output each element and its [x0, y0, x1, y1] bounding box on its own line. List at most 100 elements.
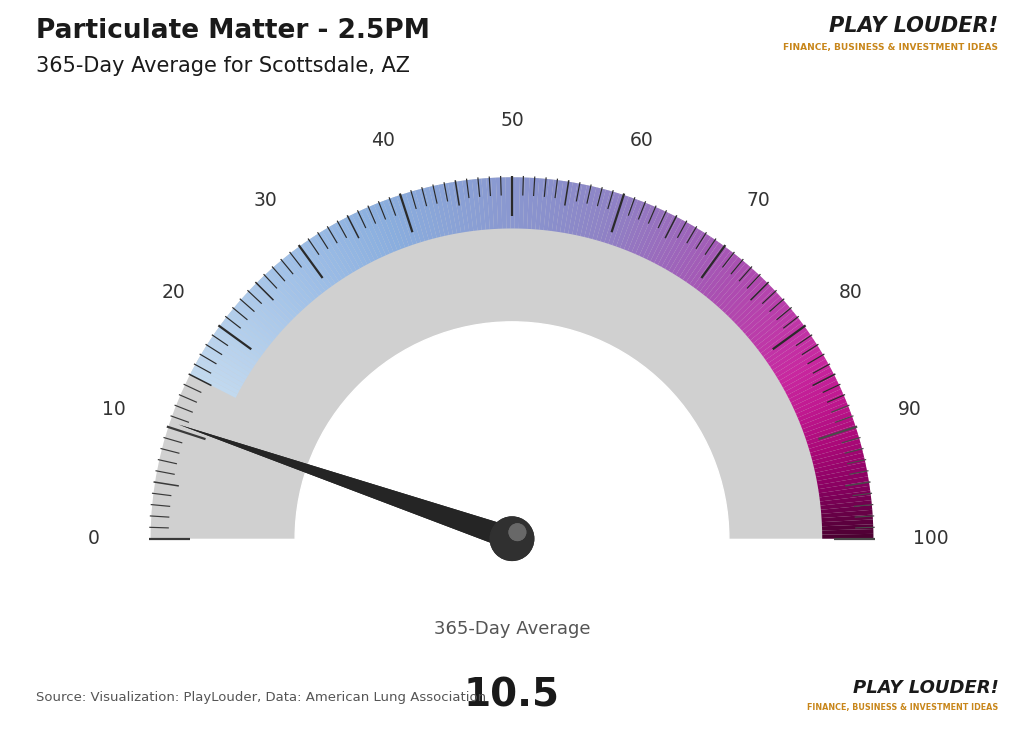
Wedge shape — [280, 259, 315, 301]
Wedge shape — [808, 429, 858, 449]
Wedge shape — [447, 182, 461, 233]
Wedge shape — [401, 193, 421, 243]
Wedge shape — [295, 322, 729, 539]
Wedge shape — [226, 314, 269, 349]
Wedge shape — [777, 351, 823, 381]
Wedge shape — [352, 212, 379, 260]
Wedge shape — [291, 250, 326, 294]
Wedge shape — [217, 326, 261, 359]
Wedge shape — [306, 239, 339, 283]
Wedge shape — [275, 262, 312, 304]
Circle shape — [509, 524, 525, 540]
Wedge shape — [816, 467, 867, 481]
Wedge shape — [783, 363, 830, 391]
Wedge shape — [768, 334, 813, 367]
Wedge shape — [662, 222, 690, 269]
Wedge shape — [443, 183, 457, 234]
Wedge shape — [255, 281, 294, 321]
Wedge shape — [251, 285, 291, 324]
Text: PLAY LOUDER!: PLAY LOUDER! — [829, 16, 998, 36]
Circle shape — [509, 524, 525, 540]
Text: 30: 30 — [254, 190, 278, 209]
Wedge shape — [722, 272, 760, 313]
Wedge shape — [812, 448, 863, 465]
Wedge shape — [787, 371, 835, 399]
Wedge shape — [804, 416, 853, 437]
Wedge shape — [356, 210, 382, 259]
Wedge shape — [734, 286, 774, 325]
Wedge shape — [686, 240, 719, 284]
Text: 0: 0 — [87, 529, 99, 548]
Wedge shape — [548, 180, 558, 231]
Wedge shape — [268, 269, 306, 309]
Text: 50: 50 — [500, 110, 524, 130]
Wedge shape — [753, 312, 796, 346]
Wedge shape — [411, 191, 429, 241]
Wedge shape — [261, 275, 300, 315]
Wedge shape — [343, 217, 371, 264]
Wedge shape — [756, 315, 799, 350]
Wedge shape — [527, 178, 535, 229]
Text: 365-Day Average: 365-Day Average — [434, 620, 590, 638]
Text: PLAY LOUDER!: PLAY LOUDER! — [853, 679, 998, 697]
Wedge shape — [223, 317, 266, 352]
Wedge shape — [481, 178, 489, 229]
Text: FINANCE, BUSINESS & INVESTMENT IDEAS: FINANCE, BUSINESS & INVESTMENT IDEAS — [783, 43, 998, 52]
Wedge shape — [763, 326, 807, 360]
Wedge shape — [220, 321, 264, 356]
Wedge shape — [523, 178, 529, 229]
Wedge shape — [728, 279, 767, 319]
Wedge shape — [693, 245, 727, 289]
Wedge shape — [702, 254, 738, 297]
Wedge shape — [785, 367, 833, 395]
Circle shape — [295, 322, 729, 740]
Wedge shape — [379, 201, 401, 250]
Wedge shape — [822, 519, 873, 526]
Wedge shape — [817, 477, 868, 489]
Wedge shape — [636, 207, 660, 256]
Wedge shape — [779, 354, 825, 384]
Wedge shape — [748, 303, 790, 340]
Wedge shape — [383, 200, 406, 249]
Wedge shape — [519, 178, 524, 229]
Wedge shape — [501, 178, 507, 229]
Wedge shape — [314, 234, 346, 279]
Wedge shape — [654, 218, 682, 265]
Text: 10: 10 — [102, 400, 126, 419]
Wedge shape — [245, 292, 286, 330]
Wedge shape — [679, 235, 711, 280]
Wedge shape — [318, 231, 349, 277]
Wedge shape — [647, 213, 674, 261]
Wedge shape — [568, 184, 583, 235]
Wedge shape — [434, 185, 449, 236]
Text: 70: 70 — [746, 190, 770, 209]
Wedge shape — [536, 178, 544, 229]
Wedge shape — [616, 198, 638, 248]
Wedge shape — [295, 247, 329, 291]
Wedge shape — [632, 205, 655, 254]
Wedge shape — [462, 180, 473, 232]
Wedge shape — [200, 354, 246, 383]
Wedge shape — [716, 266, 753, 307]
Wedge shape — [202, 349, 248, 380]
Wedge shape — [265, 272, 303, 312]
Text: 20: 20 — [162, 283, 185, 302]
Wedge shape — [781, 359, 827, 388]
Wedge shape — [396, 195, 417, 245]
Wedge shape — [793, 385, 841, 410]
Text: 365-Day Average for Scottsdale, AZ: 365-Day Average for Scottsdale, AZ — [36, 56, 410, 75]
Wedge shape — [486, 178, 494, 229]
Wedge shape — [818, 481, 869, 494]
Wedge shape — [215, 329, 259, 363]
Wedge shape — [821, 510, 872, 518]
Wedge shape — [552, 181, 563, 232]
Wedge shape — [272, 265, 309, 306]
Wedge shape — [817, 471, 868, 485]
Wedge shape — [719, 269, 757, 310]
Wedge shape — [745, 300, 786, 337]
Wedge shape — [490, 178, 498, 229]
Wedge shape — [193, 366, 240, 394]
Wedge shape — [195, 362, 242, 391]
Wedge shape — [207, 341, 252, 373]
Wedge shape — [710, 260, 745, 302]
